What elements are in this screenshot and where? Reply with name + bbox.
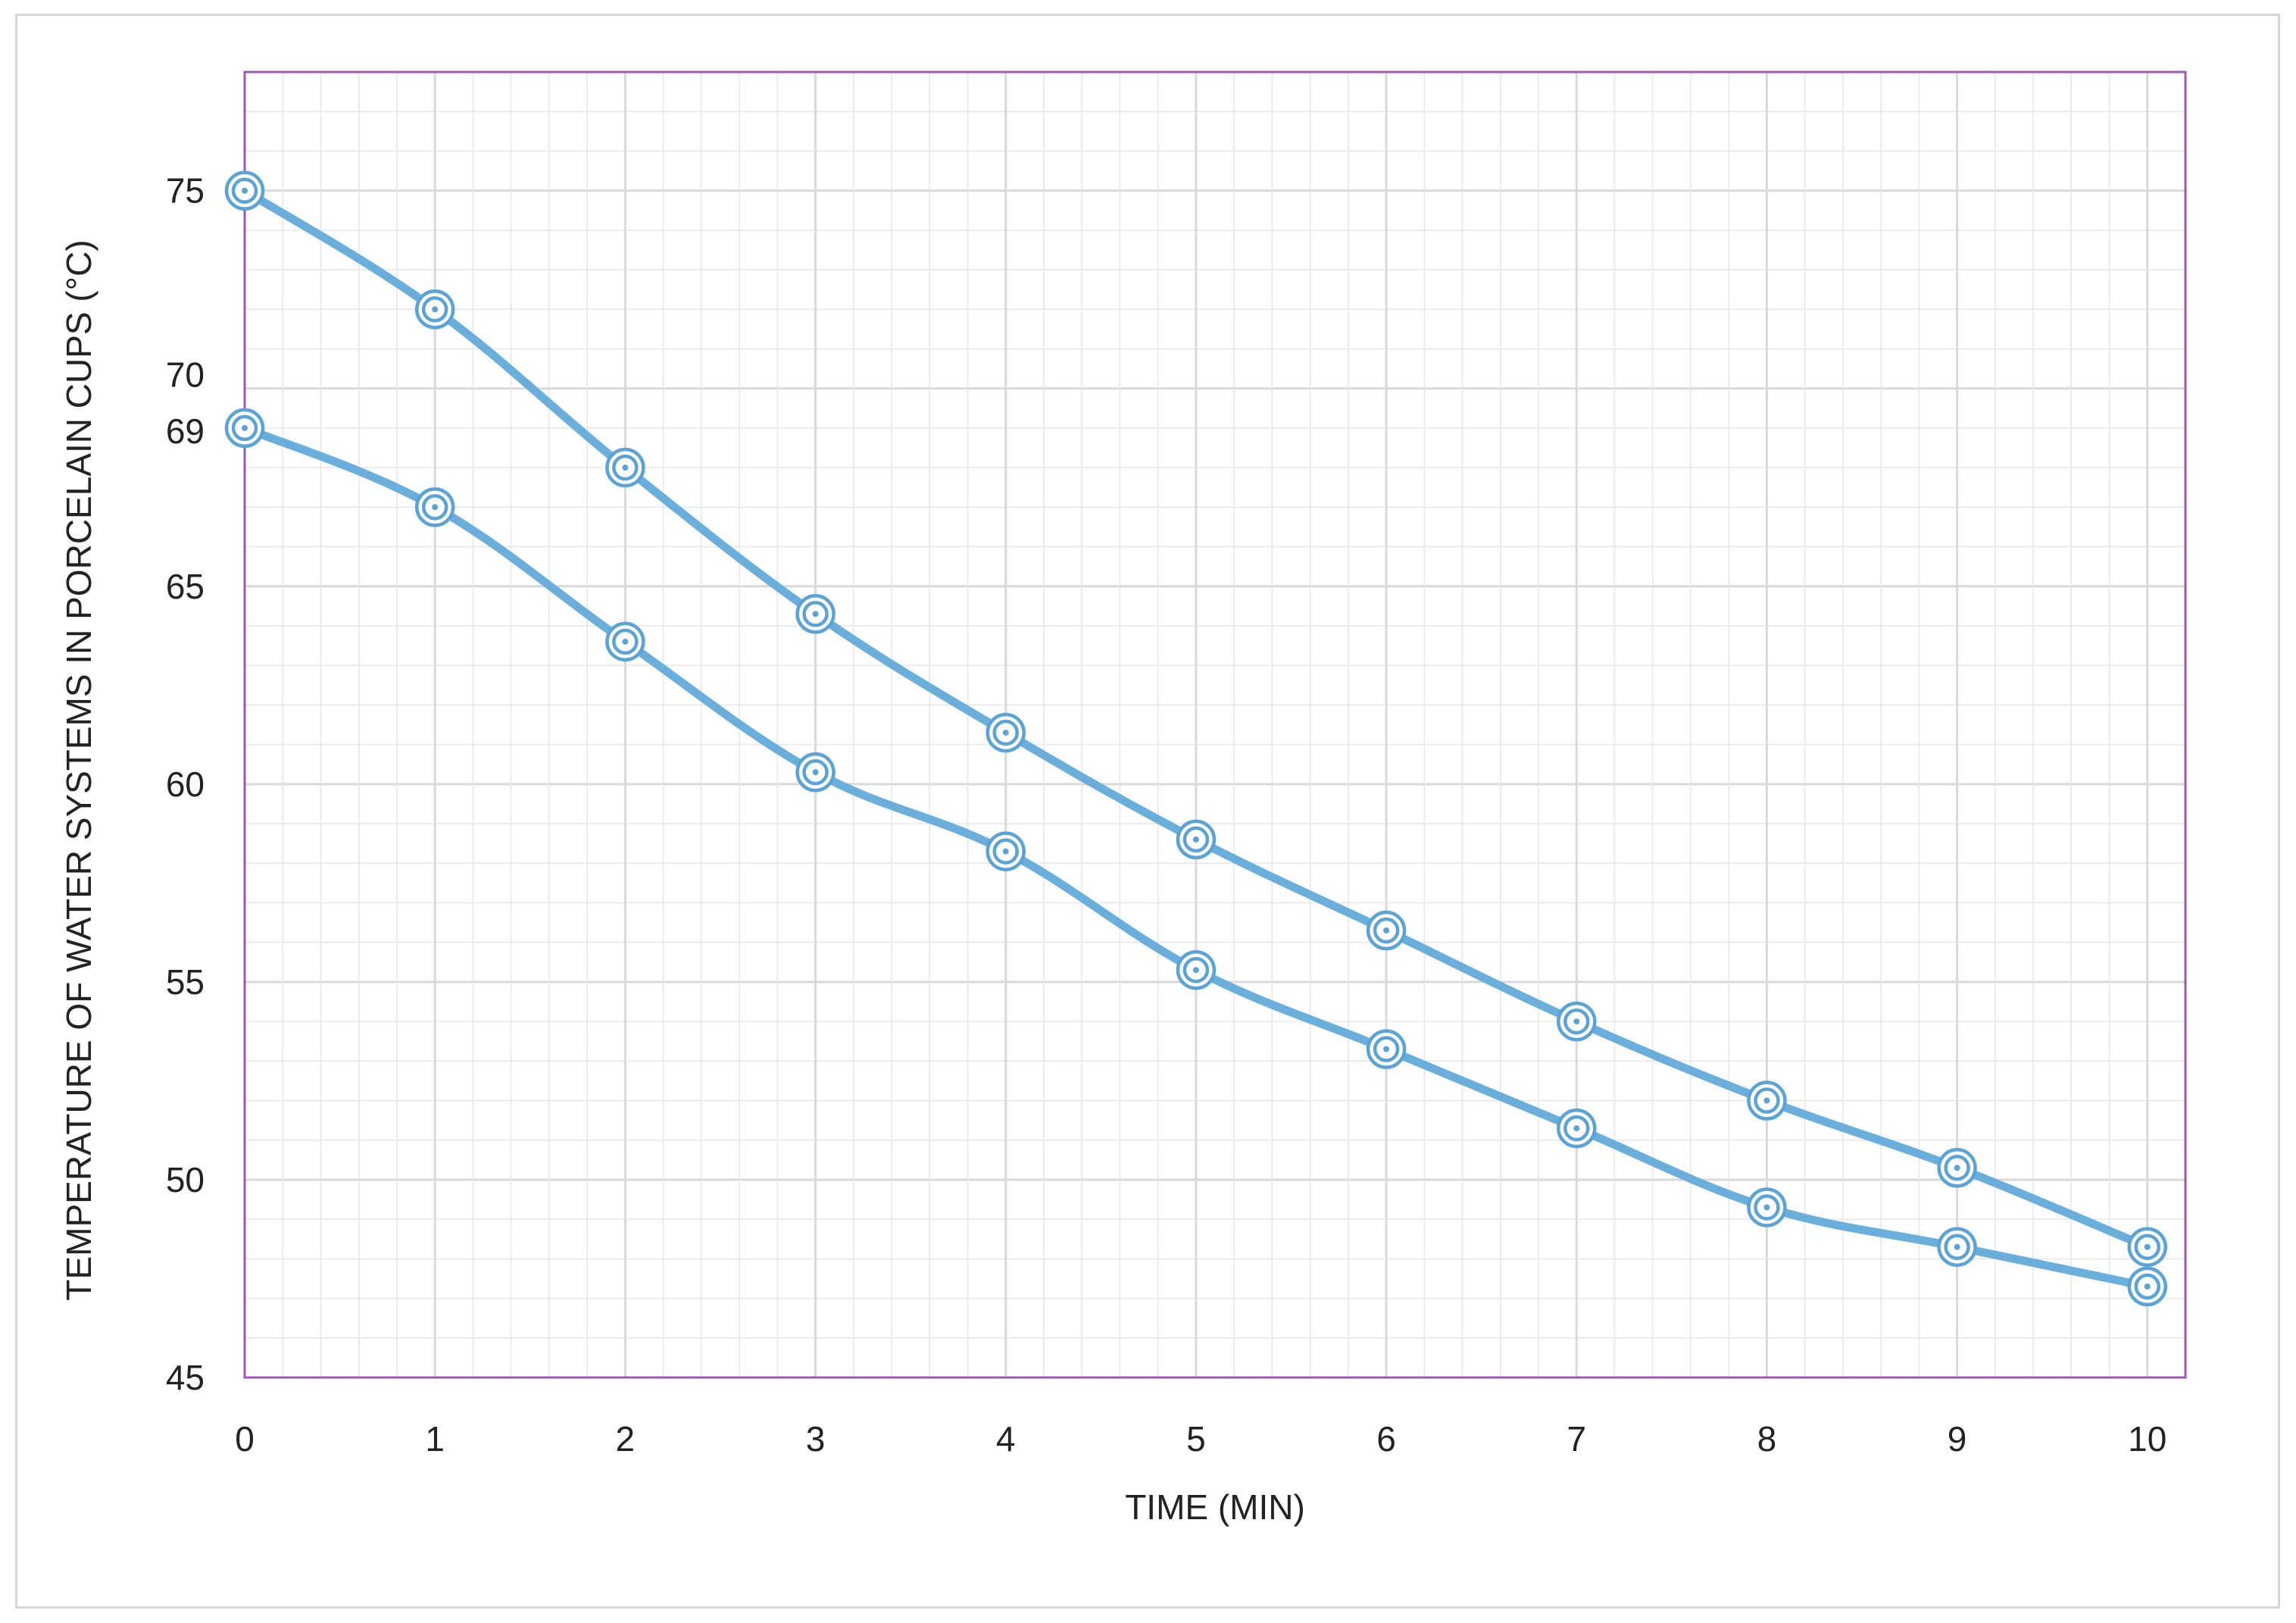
- x-tick-label: 7: [1567, 1419, 1586, 1459]
- x-tick-label: 4: [996, 1419, 1016, 1459]
- data-point: [1366, 1029, 1407, 1069]
- data-point: [1556, 1001, 1597, 1042]
- data-point: [414, 289, 455, 330]
- x-axis-ticks: 0 1 2 3 4 5 6 7 8 9 10: [235, 1419, 2166, 1459]
- data-point: [605, 447, 645, 488]
- data-point: [1366, 910, 1407, 951]
- data-point: [986, 712, 1026, 753]
- y-axis-ticks: 45 50 55 60 65 69 70 75: [166, 171, 205, 1397]
- y-tick-label: 65: [166, 567, 205, 606]
- y-tick-label: 70: [166, 355, 205, 395]
- data-point: [1176, 819, 1217, 860]
- data-point: [1176, 949, 1217, 990]
- x-tick-label: 2: [616, 1419, 636, 1459]
- data-point: [1937, 1148, 1977, 1188]
- data-point: [795, 594, 836, 634]
- grid: [243, 71, 2186, 1379]
- y-tick-label: 55: [166, 962, 205, 1002]
- series-line-1: [240, 186, 2152, 1252]
- data-point: [795, 752, 836, 793]
- y-tick-label: 50: [166, 1160, 205, 1199]
- data-point: [1937, 1227, 1977, 1267]
- data-point: [224, 170, 265, 211]
- x-axis-label: TIME (MIN): [1125, 1487, 1305, 1527]
- x-tick-label: 1: [425, 1419, 445, 1459]
- data-point: [224, 408, 265, 449]
- data-point: [986, 831, 1026, 871]
- data-point: [2127, 1266, 2168, 1307]
- series-layer: [224, 170, 2168, 1307]
- y-tick-label: 45: [166, 1358, 205, 1397]
- x-tick-label: 3: [806, 1419, 826, 1459]
- x-tick-label: 6: [1376, 1419, 1396, 1459]
- data-point: [414, 487, 455, 527]
- y-tick-label: 60: [166, 765, 205, 804]
- data-point: [1747, 1187, 1787, 1227]
- y-axis-label: TEMPERATURE OF WATER SYSTEMS IN PORCELAI…: [59, 239, 98, 1300]
- data-point: [2127, 1227, 2168, 1267]
- x-tick-label: 9: [1948, 1419, 1967, 1459]
- y-tick-label: 75: [166, 171, 205, 211]
- data-point: [1556, 1108, 1597, 1149]
- data-point: [1747, 1080, 1787, 1121]
- plot-area-border: [243, 70, 2187, 1379]
- x-tick-label: 10: [2128, 1419, 2166, 1459]
- x-tick-label: 8: [1757, 1419, 1777, 1459]
- x-tick-label: 5: [1186, 1419, 1206, 1459]
- y-tick-label: 69: [166, 411, 205, 451]
- x-tick-label: 0: [235, 1419, 255, 1459]
- data-point: [605, 621, 645, 662]
